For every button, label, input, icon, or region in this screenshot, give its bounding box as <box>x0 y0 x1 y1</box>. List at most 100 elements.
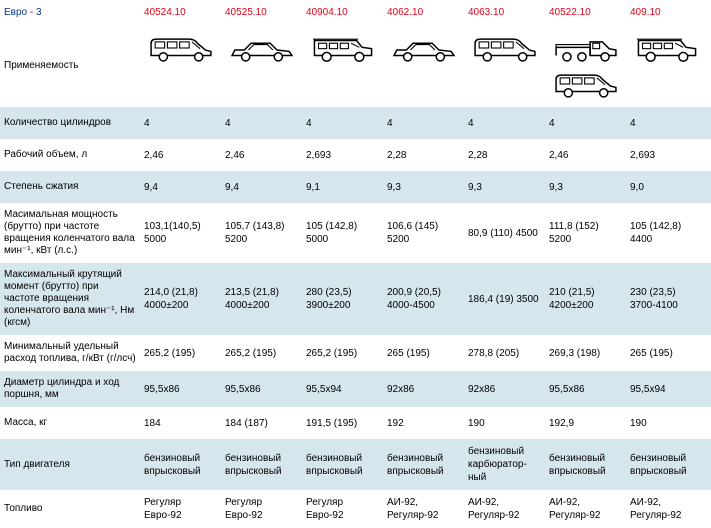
spec-value: 103,1(140,5) 5000 <box>140 203 221 263</box>
spec-value: 265,2 (195) <box>140 335 221 371</box>
spec-value: 265,2 (195) <box>221 335 302 371</box>
spec-value: бензиновый впрысковый <box>626 439 707 490</box>
vehicle-icon-stack <box>228 31 296 65</box>
spec-label: Степень сжатия <box>0 171 140 203</box>
model-header: 409.10 <box>626 0 707 25</box>
standard-label: Евро - 3 <box>0 0 140 25</box>
spec-value: 2,28 <box>464 139 545 171</box>
spec-row: Масимальная мощность (брутто) при частот… <box>0 203 711 263</box>
spec-value: 192,9 <box>545 407 626 439</box>
spec-value: 92x86 <box>383 371 464 407</box>
spec-value: 9,3 <box>464 171 545 203</box>
truck-icon <box>552 31 620 65</box>
vehicle-icon-stack <box>147 31 215 65</box>
spec-value: 9,0 <box>626 171 707 203</box>
spec-label: Масса, кг <box>0 407 140 439</box>
spec-value: 2,46 <box>221 139 302 171</box>
suv-icon <box>633 31 701 65</box>
spec-value: АИ-92, Регуляр-92 <box>626 490 707 528</box>
spec-value: бензиновый впрысковый <box>302 439 383 490</box>
spec-row: Количество цилиндров4444444 <box>0 107 711 139</box>
spec-value: 105,7 (143,8) 5200 <box>221 203 302 263</box>
model-header: 4063.10 <box>464 0 545 25</box>
spec-row: Минимальный удельный расход топлива, г/к… <box>0 335 711 371</box>
van-icon <box>147 31 215 65</box>
spec-value: 4 <box>221 107 302 139</box>
vehicle-icon-stack <box>390 31 458 65</box>
spec-value: 4 <box>302 107 383 139</box>
spec-value: 190 <box>626 407 707 439</box>
spec-value: бензиновый впрысковый <box>545 439 626 490</box>
spec-value: 2,46 <box>140 139 221 171</box>
spec-row: Масса, кг184184 (187)191,5 (195)19219019… <box>0 407 711 439</box>
suv-icon <box>309 31 377 65</box>
spec-value: 95,5x86 <box>545 371 626 407</box>
spec-label: Минимальный удельный расход топлива, г/к… <box>0 335 140 371</box>
spec-value: 4 <box>545 107 626 139</box>
van-icon <box>552 67 620 101</box>
spec-value: 230 (23,5) 3700-4100 <box>626 263 707 335</box>
spec-value: Регуляр Евро-92 <box>221 490 302 528</box>
spec-value: 2,693 <box>626 139 707 171</box>
spec-value: 184 (187) <box>221 407 302 439</box>
spec-value: 111,8 (152) 5200 <box>545 203 626 263</box>
spec-value: 9,4 <box>221 171 302 203</box>
spec-value: 105 (142,8) 4400 <box>626 203 707 263</box>
spec-value: 9,1 <box>302 171 383 203</box>
spec-row: ТопливоРегуляр Евро-92Регуляр Евро-92Рег… <box>0 490 711 528</box>
spec-value: 191,5 (195) <box>302 407 383 439</box>
spec-value: 265,2 (195) <box>302 335 383 371</box>
spec-value: 4 <box>464 107 545 139</box>
applicability-label: Применяемость <box>0 25 140 107</box>
spec-value: 192 <box>383 407 464 439</box>
spec-label: Рабочий объем, л <box>0 139 140 171</box>
model-header: 4062.10 <box>383 0 464 25</box>
spec-value: 214,0 (21,8) 4000±200 <box>140 263 221 335</box>
model-header: 40525.10 <box>221 0 302 25</box>
spec-value: 265 (195) <box>383 335 464 371</box>
spec-value: 190 <box>464 407 545 439</box>
spec-label: Максимальный крутящий момент (брутто) пр… <box>0 263 140 335</box>
spec-value: 2,693 <box>302 139 383 171</box>
spec-value: 106,6 (145) 5200 <box>383 203 464 263</box>
header-row: Евро - 3 40524.10 40525.10 40904.10 4062… <box>0 0 711 25</box>
spec-value: 80,9 (110) 4500 <box>464 203 545 263</box>
spec-value: бензиновый впрысковый <box>383 439 464 490</box>
spec-row: Степень сжатия9,49,49,19,39,39,39,0 <box>0 171 711 203</box>
sedan-icon <box>228 31 296 65</box>
spec-value: бензиновый впрысковый <box>140 439 221 490</box>
sedan-icon <box>390 31 458 65</box>
spec-label: Масимальная мощность (брутто) при частот… <box>0 203 140 263</box>
spec-value: Регуляр Евро-92 <box>140 490 221 528</box>
spec-value: 9,3 <box>545 171 626 203</box>
spec-row: Рабочий объем, л2,462,462,6932,282,282,4… <box>0 139 711 171</box>
spec-value: 200,9 (20,5) 4000-4500 <box>383 263 464 335</box>
spec-value: АИ-92, Регуляр-92 <box>545 490 626 528</box>
spec-value: 4 <box>626 107 707 139</box>
model-header: 40524.10 <box>140 0 221 25</box>
spec-value: 4 <box>140 107 221 139</box>
spec-value: 95,5x94 <box>626 371 707 407</box>
spec-value: 278,8 (205) <box>464 335 545 371</box>
spec-value: 4 <box>383 107 464 139</box>
spec-value: 280 (23,5) 3900±200 <box>302 263 383 335</box>
applicability-row: Применяемость <box>0 25 711 107</box>
model-header: 40904.10 <box>302 0 383 25</box>
spec-value: 9,4 <box>140 171 221 203</box>
vehicle-icon-stack <box>471 31 539 65</box>
spec-value: бензиновый впрысковый <box>221 439 302 490</box>
spec-label: Тип двигателя <box>0 439 140 490</box>
vehicle-icon-stack <box>633 31 701 65</box>
spec-value: 2,28 <box>383 139 464 171</box>
spec-value: 213,5 (21,8) 4000±200 <box>221 263 302 335</box>
spec-label: Количество цилиндров <box>0 107 140 139</box>
spec-row: Максимальный крутящий момент (брутто) пр… <box>0 263 711 335</box>
model-header: 40522.10 <box>545 0 626 25</box>
spec-value: 186,4 (19) 3500 <box>464 263 545 335</box>
spec-value: 95,5x86 <box>221 371 302 407</box>
spec-row: Тип двигателябензиновый впрысковыйбензин… <box>0 439 711 490</box>
spec-value: 105 (142,8) 5000 <box>302 203 383 263</box>
spec-row: Диаметр цилиндра и ход поршня, мм95,5x86… <box>0 371 711 407</box>
spec-value: 95,5x86 <box>140 371 221 407</box>
spec-value: АИ-92, Регуляр-92 <box>383 490 464 528</box>
